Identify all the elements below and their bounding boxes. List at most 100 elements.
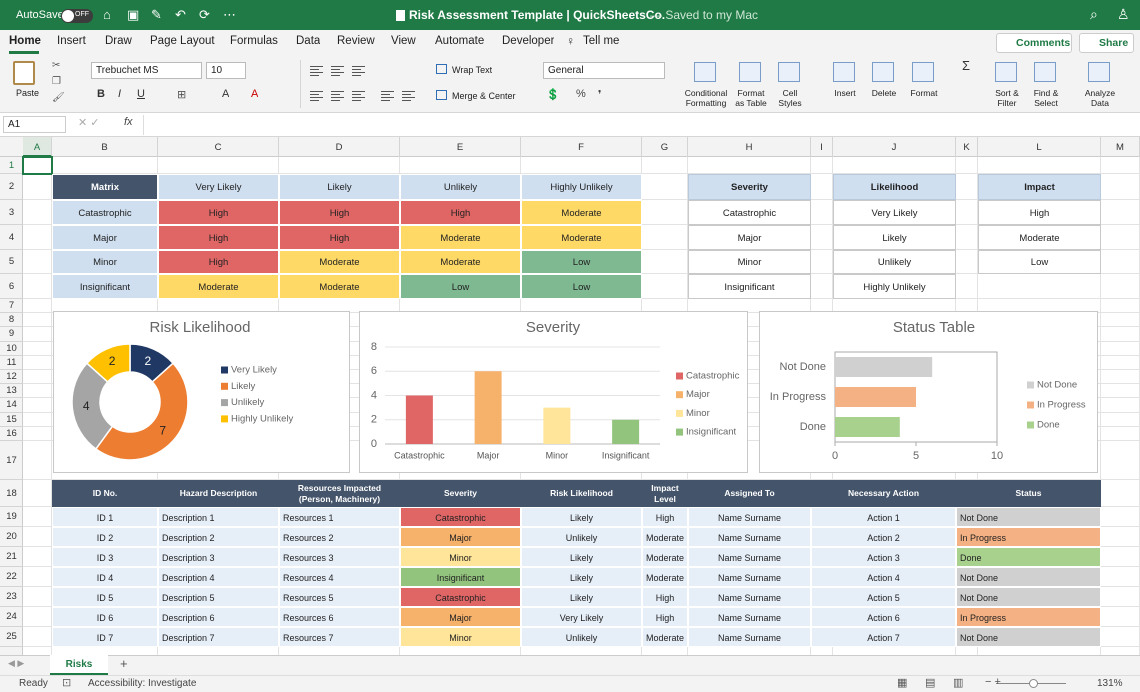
menu-tab[interactable]: Developer [502, 35, 555, 47]
row-header[interactable]: 16 [0, 427, 23, 441]
menu-tab[interactable]: Data [296, 35, 321, 47]
row-header[interactable]: 25 [0, 627, 23, 647]
account-icon[interactable]: ♙ [1117, 6, 1130, 22]
ribbon-button-label[interactable]: Insert [834, 88, 856, 98]
row-header[interactable]: 5 [0, 250, 23, 274]
clipboard-icon[interactable]: ✂ [52, 60, 61, 71]
menu-tab[interactable]: View [391, 35, 416, 47]
row-header[interactable]: 11 [0, 356, 23, 370]
row-header[interactable]: 4 [0, 225, 23, 250]
align-button[interactable] [352, 91, 365, 101]
sum-icon[interactable]: Σ [962, 58, 971, 73]
row-header[interactable]: 14 [0, 398, 23, 413]
row-header[interactable]: 19 [0, 507, 23, 527]
row-header[interactable]: 13 [0, 384, 23, 399]
ribbon-button-label[interactable]: Format [737, 88, 765, 98]
ribbon-icon[interactable] [694, 62, 716, 82]
ribbon-icon[interactable] [872, 62, 894, 82]
accessibility-status[interactable]: Accessibility: Investigate [88, 678, 197, 689]
ribbon-icon[interactable] [778, 62, 800, 82]
column-header[interactable]: E [400, 137, 521, 157]
column-header[interactable]: J [833, 137, 956, 157]
column-header[interactable]: C [158, 137, 279, 157]
format-button[interactable]: ⊞ [177, 89, 187, 101]
ribbon-button-label[interactable]: as Table [735, 98, 767, 108]
ribbon-button-label[interactable]: Delete [871, 88, 897, 98]
menu-tab[interactable]: Draw [105, 35, 132, 47]
format-button[interactable]: A [251, 88, 259, 100]
ribbon-button-label[interactable]: Sort & [995, 88, 1019, 98]
ribbon-button-label[interactable]: Styles [778, 98, 802, 108]
menu-tab[interactable]: Insert [57, 35, 86, 47]
name-box[interactable]: A1 [3, 116, 66, 133]
font-name-box[interactable]: Trebuchet MS [91, 62, 202, 79]
align-button[interactable] [331, 91, 344, 101]
menu-tab[interactable]: Formulas [230, 35, 278, 47]
ribbon-button-label[interactable]: Data [1091, 98, 1109, 108]
column-header[interactable]: A [23, 137, 52, 157]
menu-tab[interactable]: Automate [435, 35, 485, 47]
column-header[interactable]: D [279, 137, 400, 157]
row-header[interactable]: 3 [0, 200, 23, 225]
toolbar-icon[interactable]: ▣ [127, 7, 140, 22]
ribbon-button-label[interactable]: Format [910, 88, 938, 98]
row-header[interactable]: 2 [0, 174, 23, 200]
align-button[interactable] [331, 66, 344, 76]
view-button[interactable]: ▥ [953, 677, 964, 689]
menu-tab[interactable]: Home [9, 35, 41, 47]
view-button[interactable]: ▤ [925, 677, 936, 689]
toolbar-icon[interactable]: ⌂ [103, 7, 111, 22]
paste-icon[interactable] [13, 61, 35, 85]
merge-label[interactable]: Merge & Center [452, 91, 516, 101]
align-button[interactable] [352, 66, 365, 76]
clipboard-icon[interactable]: 🖌 [52, 92, 65, 103]
formula-input[interactable] [143, 115, 1133, 135]
format-button[interactable]: A [222, 88, 230, 100]
column-header[interactable]: H [688, 137, 811, 157]
font-size-box[interactable]: 10 [206, 62, 246, 79]
row-header[interactable]: 15 [0, 413, 23, 427]
ribbon-icon[interactable] [1034, 62, 1056, 82]
ribbon-button-label[interactable]: Cell [782, 88, 798, 98]
row-header[interactable]: 23 [0, 587, 23, 607]
merge-icon[interactable] [436, 90, 447, 100]
ribbon-icon[interactable] [912, 62, 934, 82]
ribbon-button-label[interactable]: Analyze [1084, 88, 1116, 98]
row-header[interactable]: 7 [0, 299, 23, 314]
ribbon-button-label[interactable]: Select [1034, 98, 1058, 108]
column-header[interactable]: K [956, 137, 978, 157]
align-button[interactable] [310, 91, 323, 101]
row-header[interactable]: 21 [0, 547, 23, 567]
search-icon[interactable]: ⌕ [1090, 6, 1098, 22]
column-header[interactable]: I [811, 137, 833, 157]
column-header[interactable]: L [978, 137, 1101, 157]
align-button[interactable] [310, 66, 323, 76]
menu-tab[interactable]: Review [337, 35, 375, 47]
row-header[interactable]: 17 [0, 441, 23, 480]
column-header[interactable]: F [521, 137, 642, 157]
toolbar-icon[interactable]: ⋯ [223, 7, 236, 22]
view-button[interactable]: ▦ [897, 677, 908, 689]
number-button[interactable]: 💲 [546, 89, 560, 101]
format-button[interactable]: U [137, 88, 145, 100]
autosave-toggle[interactable]: OFF [61, 9, 93, 23]
share-button[interactable]: Share [1079, 33, 1134, 53]
sheet-tab[interactable]: Risks [50, 655, 108, 675]
ribbon-icon[interactable] [833, 62, 855, 82]
ribbon-button-label[interactable]: Filter [997, 98, 1017, 108]
row-header[interactable]: 8 [0, 313, 23, 328]
toolbar-icon[interactable]: ⟳ [199, 7, 210, 22]
ribbon-icon[interactable] [995, 62, 1017, 82]
ribbon-button-label[interactable]: Formatting [685, 98, 727, 108]
row-header[interactable]: 6 [0, 274, 23, 299]
row-header[interactable]: 18 [0, 480, 23, 507]
align-button[interactable] [381, 91, 394, 101]
ribbon-icon[interactable] [1088, 62, 1110, 82]
zoom-level[interactable]: 131% [1097, 678, 1123, 689]
wrap-text-label[interactable]: Wrap Text [452, 65, 493, 75]
column-header[interactable]: G [642, 137, 688, 157]
menu-tab[interactable]: Tell me [583, 35, 620, 47]
column-header[interactable]: B [52, 137, 158, 157]
ribbon-button-label[interactable]: Conditional [684, 88, 728, 98]
menu-tab[interactable]: Page Layout [150, 35, 215, 47]
